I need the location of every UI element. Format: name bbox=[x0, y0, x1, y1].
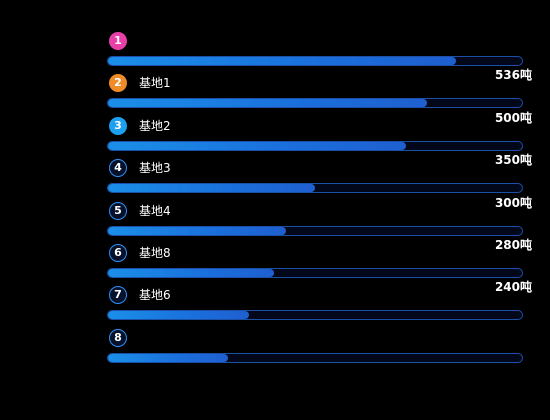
rank-badge: 6 bbox=[109, 244, 127, 262]
bar-row: 7 基地6 240吨 bbox=[0, 280, 550, 328]
bar-row: 5 基地4 300吨 bbox=[0, 196, 550, 244]
bar-fill bbox=[108, 269, 274, 277]
value-label: 536吨 bbox=[494, 68, 532, 83]
bar-fill bbox=[108, 57, 456, 65]
bar-row: 4 基地3 350吨 bbox=[0, 153, 550, 201]
rank-badge: 3 bbox=[109, 116, 127, 135]
bar-fill bbox=[108, 311, 249, 320]
value-label: 280吨 bbox=[494, 238, 532, 252]
bar-track bbox=[107, 98, 523, 109]
rank-badge: 7 bbox=[109, 286, 127, 305]
bar-fill bbox=[108, 141, 406, 150]
bar-row: 6 基地8 280吨 bbox=[0, 238, 550, 286]
bar-fill bbox=[108, 99, 427, 108]
bar-row: 8 bbox=[0, 328, 550, 371]
bar-track bbox=[107, 183, 523, 194]
value-label: 350吨 bbox=[494, 153, 532, 168]
category-label: 基地8 bbox=[139, 246, 171, 260]
category-label: 基地6 bbox=[139, 288, 171, 303]
category-label: 基地2 bbox=[139, 118, 171, 133]
rank-badge: 1 bbox=[109, 32, 127, 50]
value-label: 500吨 bbox=[494, 110, 532, 125]
value-label: 240吨 bbox=[494, 280, 532, 295]
rank-badge: 2 bbox=[109, 74, 127, 93]
bar-row: 3 基地2 500吨 bbox=[0, 111, 550, 159]
category-label: 基地1 bbox=[139, 76, 171, 91]
bar-fill bbox=[108, 226, 286, 235]
bar-track bbox=[107, 268, 523, 278]
rank-badge: 8 bbox=[109, 328, 127, 347]
rank-badge: 4 bbox=[109, 159, 127, 178]
bar-track bbox=[107, 56, 523, 66]
value-label: 300吨 bbox=[494, 195, 532, 210]
bar-track bbox=[107, 352, 523, 363]
bar-row: 2 基地1 536吨 bbox=[0, 68, 550, 116]
bar-track bbox=[107, 140, 523, 151]
category-label: 基地3 bbox=[139, 161, 171, 176]
bar-fill bbox=[108, 184, 315, 193]
bar-row: 1 bbox=[0, 32, 550, 74]
rank-badge: 5 bbox=[109, 201, 127, 220]
bar-fill bbox=[108, 353, 228, 362]
bar-track bbox=[107, 310, 523, 321]
category-label: 基地4 bbox=[139, 203, 171, 218]
bar-track bbox=[107, 225, 523, 236]
